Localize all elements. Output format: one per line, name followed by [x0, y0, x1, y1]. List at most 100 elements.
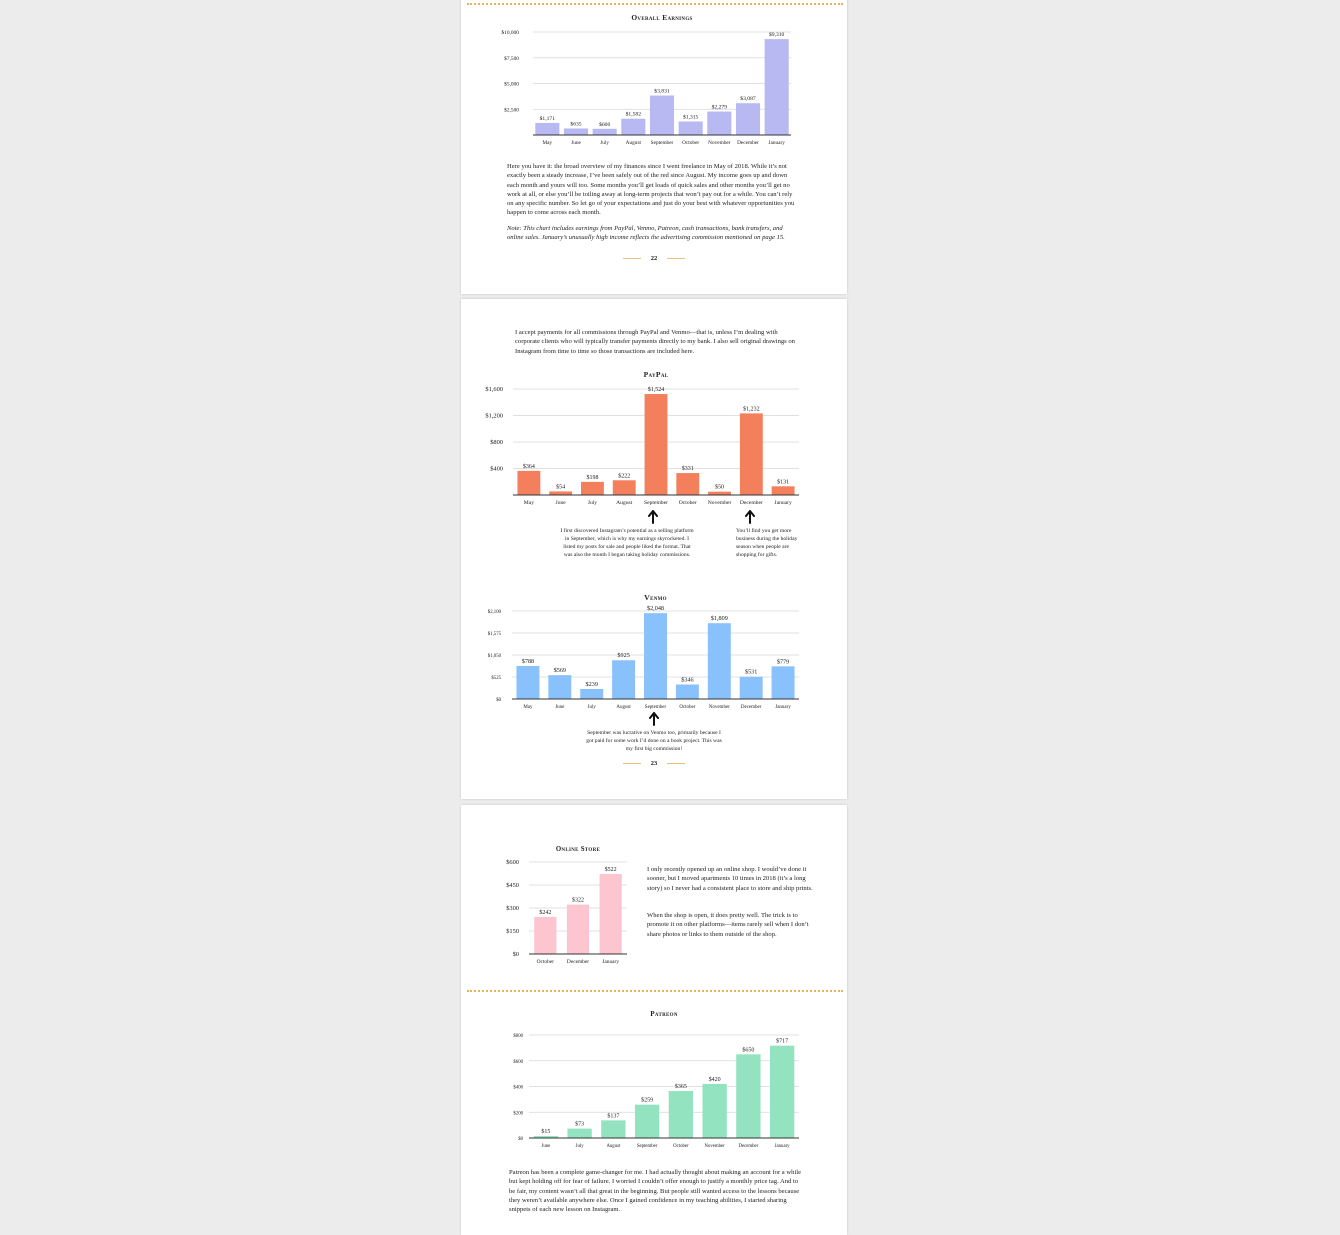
- overall-category-label: December: [737, 140, 759, 146]
- venmo-category-label: October: [679, 705, 695, 710]
- venmo-bar-august: [612, 660, 636, 699]
- venmo-value-label: $569: [554, 667, 566, 674]
- online_store-y-tick-label: $300: [506, 905, 519, 912]
- patreon-paragraph: Patreon has been a complete game-changer…: [509, 1169, 802, 1214]
- paypal-category-label: July: [588, 500, 598, 506]
- online-store-chart: Online Store $0 $150 $300 $450 $600 $242 Octobe…: [506, 846, 627, 965]
- overall-category-label: September: [651, 140, 674, 146]
- patreon-bar-june: [533, 1136, 559, 1138]
- online_store-y-tick-label: $150: [506, 928, 519, 935]
- paypal-y-tick-label: $800: [490, 439, 503, 446]
- overall-value-label: $635: [570, 120, 581, 127]
- paypal-bar-september: [644, 394, 668, 495]
- overall-category-label: May: [542, 140, 552, 146]
- paypal-y-tick-label: $1,600: [485, 386, 503, 393]
- venmo-bar-december: [739, 676, 763, 699]
- dotted-divider: [467, 990, 843, 992]
- overall-value-label: $1,582: [626, 111, 642, 118]
- paypal-value-label: $222: [618, 472, 630, 479]
- paypal-bar-november: [708, 491, 731, 495]
- patreon-category-label: January: [775, 1144, 791, 1149]
- patreon-value-label: $137: [607, 1112, 619, 1119]
- patreon-bar-december: [736, 1054, 761, 1138]
- patreon-value-label: $650: [742, 1046, 754, 1053]
- online_store-y-tick-label: $450: [506, 882, 519, 889]
- paypal-bar-january: [771, 486, 795, 495]
- paypal-category-label: September: [644, 500, 668, 506]
- dotted-divider: [467, 3, 843, 5]
- patreon-y-tick-label: $200: [513, 1111, 523, 1116]
- patreon-bar-october: [668, 1091, 694, 1138]
- venmo-category-label: September: [645, 705, 667, 710]
- venmo-y-tick-label: $1,050: [488, 654, 502, 659]
- page-23: I accept payments for all commissions th…: [461, 299, 847, 799]
- venmo-category-label: June: [555, 705, 565, 710]
- overall-earnings-chart: Overall Earnings $2,500 $5,000 $7,500 $10,00…: [501, 13, 791, 146]
- patreon-category-label: October: [673, 1144, 689, 1149]
- patreon-value-label: $73: [575, 1121, 584, 1128]
- venmo-chart-title: Venmo: [644, 593, 667, 602]
- patreon-value-label: $259: [641, 1097, 653, 1104]
- patreon-category-label: July: [576, 1144, 585, 1149]
- overall-value-label: $1,171: [540, 115, 556, 122]
- online_store-value-label: $242: [539, 909, 551, 916]
- patreon-category-label: September: [637, 1144, 658, 1149]
- venmo-bar-november: [707, 623, 731, 699]
- online_store-category-label: January: [602, 959, 619, 965]
- patreon-bar-july: [567, 1128, 592, 1138]
- paypal-value-label: $198: [586, 474, 598, 481]
- paypal-bar-july: [581, 481, 604, 495]
- venmo-bar-july: [580, 688, 604, 699]
- overall-bar-september: [649, 95, 675, 135]
- patreon-value-label: $365: [675, 1083, 687, 1090]
- paypal-category-label: November: [708, 500, 732, 506]
- overall-bar-december: [735, 103, 761, 135]
- paypal-category-label: August: [616, 500, 633, 506]
- online_store-y-tick-label: $0: [513, 951, 519, 958]
- overall-category-label: August: [626, 140, 642, 146]
- venmo-category-label: August: [616, 705, 631, 710]
- page-number-rule: [622, 258, 641, 259]
- patreon-value-label: $717: [776, 1038, 788, 1045]
- page-number-23: 23: [461, 760, 847, 767]
- overall-value-label: $600: [599, 121, 610, 128]
- venmo-value-label: $2,048: [647, 605, 664, 612]
- venmo-y-tick-label: $0: [496, 698, 501, 703]
- page-number-rule: [667, 763, 686, 764]
- page-number-label: 23: [650, 760, 658, 767]
- payments-intro-paragraph: I accept payments for all commissions th…: [515, 329, 795, 355]
- paypal-value-label: $331: [682, 465, 694, 472]
- venmo-bar-october: [675, 684, 699, 699]
- paypal-bar-december: [739, 413, 763, 495]
- online_store-value-label: $522: [605, 866, 617, 873]
- patreon-y-tick-label: $800: [513, 1034, 523, 1039]
- overall-bar-november: [707, 111, 732, 135]
- arrow-up-icon: [649, 712, 659, 726]
- overall-value-label: $9,310: [769, 31, 785, 38]
- arrow-up-icon: [745, 510, 755, 524]
- overall-category-label: June: [571, 140, 581, 146]
- overall-bar-august: [621, 118, 646, 135]
- online_store-category-label: December: [567, 959, 589, 965]
- paypal-category-label: October: [679, 500, 697, 506]
- patreon-bar-september: [634, 1104, 660, 1138]
- overall-bar-may: [535, 122, 560, 135]
- paypal-december-annotation: You’ll find you get more business during…: [736, 528, 798, 559]
- overall-category-label: November: [708, 140, 731, 146]
- paypal-y-tick-label: $400: [490, 466, 503, 473]
- online_store-chart-title: Online Store: [556, 846, 601, 853]
- venmo-bar-may: [516, 665, 540, 699]
- patreon-category-label: November: [705, 1144, 726, 1149]
- paypal-september-annotation: I first discovered Instagram’s potential…: [560, 528, 694, 559]
- paypal-category-label: January: [774, 500, 792, 506]
- paypal-category-label: May: [524, 500, 534, 506]
- overall-category-label: October: [682, 140, 699, 146]
- online_store-value-label: $322: [572, 897, 584, 904]
- online_store-y-tick-label: $600: [506, 859, 519, 866]
- page-24: Online Store $0 $150 $300 $450 $600 $242 Octobe…: [461, 805, 847, 1235]
- overall-bar-january: [764, 39, 789, 136]
- overall-bar-june: [563, 128, 589, 135]
- venmo-value-label: $531: [745, 669, 757, 676]
- paypal-bar-august: [612, 480, 636, 495]
- paypal-bar-october: [676, 473, 700, 495]
